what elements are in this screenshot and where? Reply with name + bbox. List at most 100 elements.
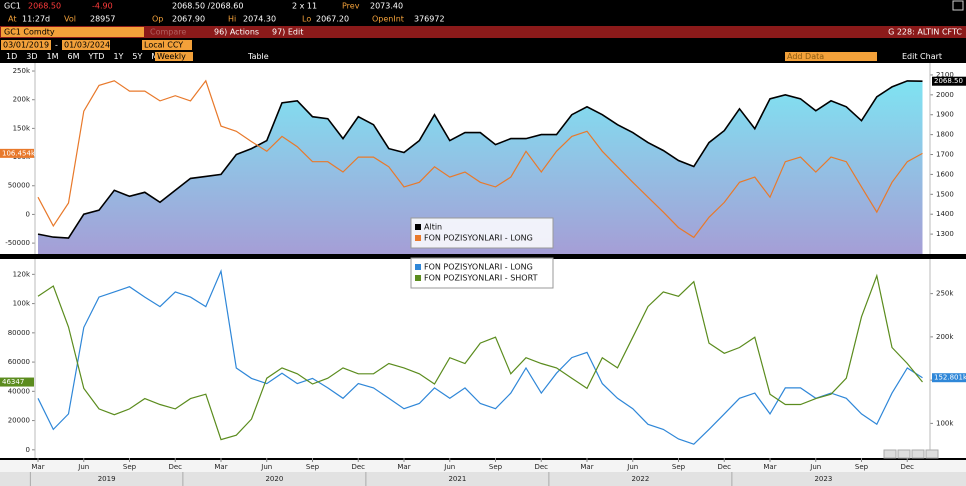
- x-tick-label: Sep: [123, 463, 137, 471]
- legend-swatch: [415, 264, 421, 270]
- y2-tick-label: 1300: [936, 230, 954, 238]
- frequency-field[interactable]: [155, 52, 193, 61]
- last-value-box: [0, 377, 34, 387]
- y-tick-label: 0: [26, 446, 30, 454]
- x-tick-label: Jun: [77, 463, 89, 471]
- y2-tick-label: 1500: [936, 190, 954, 198]
- x-tick-label: Mar: [214, 463, 227, 471]
- y-tick-label: 250k: [13, 67, 31, 75]
- x-tick-label: Mar: [397, 463, 410, 471]
- legend-swatch: [415, 275, 421, 281]
- plot-area: [0, 259, 966, 458]
- ticker: GC1: [4, 2, 21, 11]
- x-tick-label: Dec: [351, 463, 365, 471]
- x-tick-label: Sep: [489, 463, 503, 471]
- y2-tick-label: 1700: [936, 151, 954, 159]
- vol-label: Vol: [64, 15, 76, 24]
- y-tick-label: -50000: [5, 239, 30, 247]
- period-button[interactable]: 1Y: [113, 52, 123, 61]
- currency-field[interactable]: [142, 40, 192, 50]
- charts: -50000 0 50000 100k 150k 200k 250k 1300 1400 1500…: [0, 63, 966, 486]
- x-tick-label: Sep: [672, 463, 686, 471]
- security-field[interactable]: [1, 27, 144, 37]
- x-tick-label: Jun: [260, 463, 272, 471]
- x-tick-label: Jun: [443, 463, 455, 471]
- x-tick-label: Jun: [626, 463, 638, 471]
- x-tick-label: Dec: [168, 463, 182, 471]
- start-date-field[interactable]: [1, 40, 51, 50]
- y-tick-label: 80000: [8, 329, 30, 337]
- add-data-field[interactable]: [785, 52, 877, 61]
- x-tick-label: Mar: [763, 463, 776, 471]
- legend-swatch: [415, 224, 421, 230]
- add-data: Add Data: [787, 52, 824, 61]
- line: [37, 268, 923, 445]
- year-label: 2019: [98, 475, 116, 483]
- prev: 2073.40: [370, 2, 403, 11]
- period-button[interactable]: 6M: [68, 52, 80, 61]
- start-date: 03/01/2019: [3, 41, 49, 50]
- frequency: Weekly: [157, 52, 186, 61]
- last-value-box: [0, 148, 34, 158]
- last-value-box: [932, 76, 966, 86]
- last-value-label: 152.801k: [934, 374, 966, 382]
- lo: 2067.20: [316, 15, 349, 24]
- period-button[interactable]: 5Y: [132, 52, 142, 61]
- x-tick-label: Sep: [306, 463, 320, 471]
- last-value-label: 2068.50: [934, 77, 963, 85]
- x-tick-label: Mar: [580, 463, 593, 471]
- bid-ask: 2068.50 /2068.60: [172, 2, 243, 11]
- legend-label: FON POZISYONLARI - SHORT: [424, 274, 538, 283]
- edit-chart-button[interactable]: Edit Chart: [902, 52, 942, 61]
- edit-menu[interactable]: 97) Edit: [272, 28, 303, 37]
- table-button[interactable]: Table: [247, 52, 269, 61]
- y-tick-label: 150k: [13, 124, 31, 132]
- last-value-label: 106.454k: [2, 149, 36, 157]
- year-label: 2023: [814, 475, 832, 483]
- zoom-button[interactable]: [897, 449, 911, 459]
- legend-label: FON POZISYONLARI - LONG: [424, 234, 533, 243]
- y2-tick-label: 1800: [936, 131, 954, 139]
- y-tick-label: 100k: [13, 300, 31, 308]
- period-button[interactable]: 1M: [47, 52, 59, 61]
- y-tick-label: 50000: [8, 182, 30, 190]
- line: [37, 80, 923, 239]
- y2-tick-label: 2100: [936, 71, 954, 79]
- line: [37, 79, 923, 239]
- legend-label: FON POZISYONLARI - LONG: [424, 263, 533, 272]
- security: GC1 Comdty: [4, 28, 55, 37]
- size: 2 x 11: [292, 2, 317, 11]
- line: [37, 273, 923, 441]
- currency: Local CCY: [144, 41, 183, 50]
- period-button[interactable]: YTD: [88, 52, 105, 61]
- period-button[interactable]: 3D: [26, 52, 37, 61]
- y2-tick-label: 1400: [936, 210, 954, 218]
- zoom-button[interactable]: [925, 449, 939, 459]
- actions-menu[interactable]: 96) Actions: [214, 28, 259, 37]
- end-date-field[interactable]: [62, 40, 110, 50]
- y-tick-label: 20000: [8, 417, 30, 425]
- year-label: 2022: [631, 475, 649, 483]
- y-tick-label: 40000: [8, 387, 30, 395]
- y-tick-label: 0: [26, 210, 30, 218]
- command-bar: [0, 26, 966, 38]
- period-button[interactable]: 1D: [6, 52, 17, 61]
- x-tick-label: Jun: [809, 463, 821, 471]
- year-label: 2021: [448, 475, 466, 483]
- year-label: 2020: [265, 475, 283, 483]
- last-value-label: 46347: [2, 378, 24, 386]
- y2-tick-label: 1600: [936, 170, 954, 178]
- legend: [410, 217, 554, 249]
- compare-button[interactable]: Compare: [150, 28, 186, 37]
- y2-tick-label: 250k: [936, 290, 954, 298]
- window-button[interactable]: [952, 0, 964, 11]
- lo-label: Lo: [302, 15, 311, 24]
- area: [38, 80, 923, 255]
- op-label: Op: [152, 15, 163, 24]
- prev-label: Prev: [342, 2, 360, 11]
- zoom-button[interactable]: [883, 449, 897, 459]
- zoom-button[interactable]: [911, 449, 925, 459]
- legend-swatch: [415, 235, 421, 241]
- vol: 28957: [90, 15, 115, 24]
- time-label: At: [8, 15, 16, 24]
